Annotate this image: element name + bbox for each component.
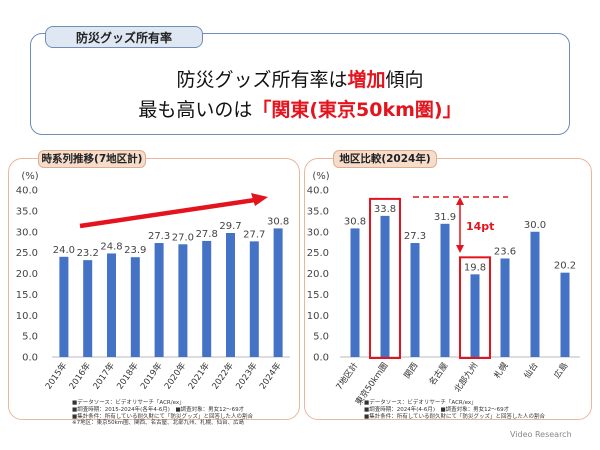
timeseries-value-label: 23.9 (124, 245, 146, 256)
timeseries-y-tick-label: 15.0 (16, 290, 38, 301)
brand-logo: Video Research (510, 430, 572, 439)
region-y-tick-label: 25.0 (307, 248, 329, 259)
region-y-tick-label: 5.0 (313, 332, 329, 343)
region-y-tick-label: 10.0 (307, 311, 329, 322)
timeseries-bar (249, 241, 259, 357)
region-value-label: 27.3 (404, 231, 426, 242)
region-bar (470, 274, 480, 357)
trend-arrow-shaft (79, 197, 256, 229)
timeseries-note-line: ■データソース：ビデオリサーチ「ACR/ex」 (72, 400, 185, 406)
timeseries-value-label: 30.8 (267, 216, 289, 227)
timeseries-value-label: 23.2 (77, 248, 99, 259)
timeseries-bar (178, 244, 188, 357)
timeseries-value-label: 29.7 (219, 221, 241, 232)
region-y-tick-label: 35.0 (307, 206, 329, 217)
region-note-line: ■調査時期：2024年(4-6月) ■調査対象：男女12～69才 (364, 406, 510, 413)
region-bar (440, 223, 450, 357)
region-value-label: 30.8 (344, 216, 366, 227)
highlight-box-tokyo (369, 197, 401, 359)
timeseries-notes: ■データソース：ビデオリサーチ「ACR/ex」 ■調査時期：2015-2024年(… (72, 400, 253, 427)
region-note-line: ■集計条件：所有している耐久財にて「防災グッズ」と回答した人の割合 (364, 413, 546, 420)
timeseries-y-tick-label: 30.0 (16, 227, 38, 238)
highlight-box-kitakyushu (459, 256, 491, 359)
timeseries-x-tick-label: 2021年 (186, 360, 213, 391)
timeseries-value-label: 27.7 (243, 229, 265, 240)
region-note-line: ■データソース：ビデオリサーチ「ACR/ex」 (364, 400, 477, 406)
timeseries-note-line: ※7地区：東京50km圏、関西、名古屋、北部九州、札幌、仙台、広島 (72, 420, 245, 427)
timeseries-value-label: 27.0 (172, 232, 194, 243)
timeseries-y-tick-label: 25.0 (16, 248, 38, 259)
timeseries-y-unit-label: (%) (21, 171, 38, 182)
region-panel-tab: 地区比較(2024年) (333, 150, 437, 168)
headline-line-1: 防災グッズ所有率は増加傾向 (176, 69, 424, 91)
timeseries-panel-tab: 時系列推移(7地区計) (38, 150, 146, 168)
timeseries-x-tick-label: 2024年 (257, 360, 284, 391)
summary-box (30, 33, 570, 135)
region-bar (500, 258, 510, 357)
region-value-label: 19.8 (464, 262, 486, 273)
timeseries-y-tick-label: 40.0 (16, 186, 38, 197)
region-bar (380, 215, 390, 357)
timeseries-x-tick-label: 2018年 (114, 360, 141, 391)
region-x-tick-label: 名古屋 (427, 360, 451, 388)
trend-arrow-head (251, 193, 268, 206)
headline-accent-region: 「関東(東京50km圏)」 (252, 99, 462, 121)
timeseries-value-label: 24.8 (100, 241, 122, 252)
timeseries-x-tick-label: 2016年 (67, 360, 94, 391)
headline-line-2: 最も高いのは「関東(東京50km圏)」 (138, 99, 462, 121)
region-x-tick-label: 札幌 (492, 360, 511, 381)
headline-accent-increase: 増加 (347, 69, 386, 91)
region-bar (530, 231, 540, 357)
timeseries-bar (83, 260, 93, 357)
timeseries-bar (107, 253, 116, 357)
region-y-tick-label: 30.0 (307, 227, 329, 238)
timeseries-bar (130, 257, 140, 357)
timeseries-y-tick-label: 5.0 (22, 332, 38, 343)
timeseries-x-tick-label: 2022年 (210, 360, 237, 391)
timeseries-x-tick-label: 2023年 (233, 360, 260, 391)
region-value-label: 30.0 (524, 220, 546, 231)
diff-label: 14pt (466, 220, 494, 233)
region-x-tick-label: 関西 (403, 361, 421, 381)
timeseries-x-tick-label: 2017年 (91, 360, 118, 391)
region-value-label: 23.6 (494, 246, 516, 257)
timeseries-x-tick-label: 2015年 (43, 360, 70, 391)
timeseries-y-tick-label: 0.0 (22, 353, 38, 364)
region-y-tick-label: 0.0 (313, 353, 329, 364)
timeseries-y-tick-label: 35.0 (16, 206, 38, 217)
region-x-tick-label: 北部九州 (452, 360, 481, 394)
region-y-tick-label: 15.0 (307, 290, 329, 301)
region-value-label: 31.9 (434, 212, 456, 223)
diff-arrow-head-up (456, 197, 464, 205)
summary-tab: 防災グッズ所有率 (45, 26, 203, 48)
timeseries-bar (154, 243, 164, 357)
timeseries-note-line: ■調査時期：2015-2024年(各年4-6月) ■調査対象：男女12～69才 (72, 406, 245, 413)
region-value-label: 33.8 (374, 204, 396, 215)
timeseries-bar (202, 240, 212, 357)
region-bar (410, 243, 420, 357)
diff-arrow-head-down (456, 245, 464, 253)
region-value-label: 20.2 (554, 261, 576, 272)
timeseries-note-line: ■集計条件：所有している耐久財にて「防災グッズ」と回答した人の割合 (72, 413, 254, 420)
timeseries-x-tick-label: 2019年 (138, 360, 165, 391)
timeseries-value-label: 27.3 (148, 231, 170, 242)
timeseries-value-label: 24.0 (53, 245, 75, 256)
timeseries-value-label: 27.8 (196, 229, 218, 240)
region-bar (350, 228, 360, 357)
timeseries-bar (273, 228, 283, 357)
region-bar (560, 272, 570, 357)
region-x-tick-label: 仙台 (522, 360, 541, 380)
region-y-tick-label: 20.0 (307, 269, 329, 280)
timeseries-bar (226, 233, 235, 357)
region-y-unit-label: (%) (312, 171, 329, 182)
timeseries-bar (59, 256, 69, 357)
timeseries-x-tick-label: 2020年 (162, 360, 189, 391)
region-x-tick-label: 広島 (552, 360, 571, 381)
timeseries-y-tick-label: 20.0 (16, 269, 38, 280)
region-notes: ■データソース：ビデオリサーチ「ACR/ex」 ■調査時期：2024年(4-6月)… (364, 400, 545, 420)
region-x-tick-label: 7地区計 (334, 360, 361, 392)
timeseries-y-tick-label: 10.0 (16, 311, 38, 322)
region-y-tick-label: 40.0 (307, 186, 329, 197)
